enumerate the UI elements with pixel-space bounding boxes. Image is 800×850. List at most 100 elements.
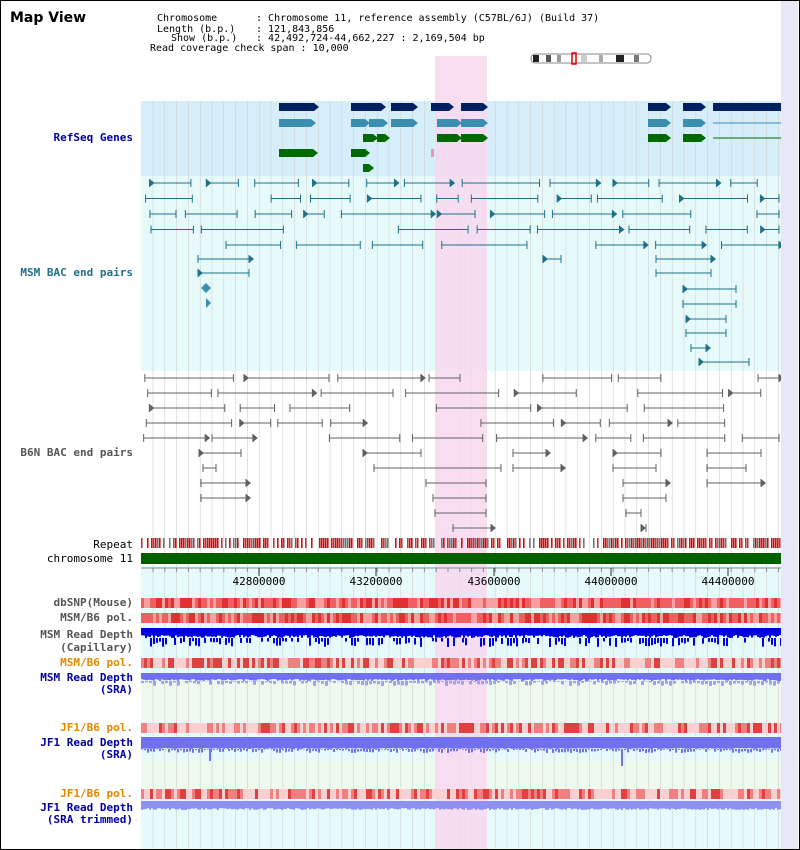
heat-cell <box>768 598 771 608</box>
track-label-jf1-b6-pol[interactable]: JF1/B6 pol. <box>60 721 133 734</box>
heat-cell <box>243 789 246 799</box>
heat-cell <box>417 789 420 799</box>
heat-cell <box>720 598 723 608</box>
depth-bar <box>763 801 765 809</box>
depth-bar <box>395 801 397 810</box>
gene-block[interactable] <box>351 103 381 111</box>
depth-bar <box>395 628 397 637</box>
heat-cell <box>660 658 663 668</box>
heat-cell <box>180 789 183 799</box>
depth-bar <box>615 673 617 681</box>
track-label-jf1-depth-sra[interactable]: JF1 Read Depth <box>40 736 133 749</box>
gene-block[interactable] <box>369 119 383 127</box>
gene-block[interactable] <box>648 119 666 127</box>
gene-block[interactable] <box>648 103 666 111</box>
track-label-msm-bac[interactable]: MSM BAC end pairs <box>20 266 133 279</box>
gene-block[interactable] <box>437 134 457 142</box>
gene-block[interactable] <box>713 103 781 111</box>
heat-cell <box>417 598 420 608</box>
gene-block[interactable] <box>391 119 413 127</box>
gene-block[interactable] <box>461 103 483 111</box>
gene-block[interactable] <box>279 119 311 127</box>
repeat-mark <box>251 538 253 548</box>
heat-cell <box>735 789 738 799</box>
depth-bar <box>681 801 683 809</box>
gene-block[interactable] <box>351 119 365 127</box>
heat-cell <box>675 789 678 799</box>
heat-cell <box>447 658 450 668</box>
heat-cell <box>162 613 165 623</box>
gene-block[interactable] <box>683 119 701 127</box>
depth-bar <box>321 801 323 810</box>
gene-block[interactable] <box>683 103 701 111</box>
scrollbar[interactable] <box>781 1 798 849</box>
depth-bar <box>515 801 517 810</box>
depth-bar <box>263 737 265 749</box>
heat-cell <box>624 613 627 623</box>
track-label-msm-depth-sra[interactable]: MSM Read Depth <box>40 671 133 684</box>
repeat-mark <box>753 538 755 548</box>
heat-cell <box>192 789 195 799</box>
heat-cell <box>201 789 204 799</box>
track-label-refseq[interactable]: RefSeq Genes <box>53 131 133 144</box>
heat-cell <box>633 613 636 623</box>
gene-block[interactable] <box>431 103 449 111</box>
track-label-jf1-b6-pol-trim[interactable]: JF1/B6 pol. <box>60 787 133 800</box>
heat-cell <box>552 598 555 608</box>
depth-bar <box>313 801 315 810</box>
heat-cell <box>171 658 174 668</box>
depth-bar <box>695 801 697 810</box>
depth-bar <box>201 749 203 753</box>
track-label-dbsnp[interactable]: dbSNP(Mouse) <box>53 596 133 609</box>
depth-bar <box>681 737 683 749</box>
depth-bar <box>175 801 177 810</box>
track-label-chromosome[interactable]: chromosome 11 <box>46 552 133 565</box>
track-label-msm-b6-pol-sra[interactable]: MSM/B6 pol. <box>60 656 133 669</box>
heat-cell <box>570 789 573 799</box>
heat-cell <box>435 613 438 623</box>
heat-cell <box>477 613 480 623</box>
heat-cell <box>171 789 174 799</box>
gene-block[interactable] <box>461 119 483 127</box>
gene-block[interactable] <box>363 134 373 142</box>
heat-cell <box>372 723 375 733</box>
depth-bar <box>245 737 247 749</box>
repeat-mark <box>401 538 403 548</box>
gene-block[interactable] <box>391 103 413 111</box>
repeat-mark <box>305 538 307 548</box>
depth-bar <box>369 638 371 645</box>
track-label-msm-depth-capillary[interactable]: MSM Read Depth <box>40 628 133 641</box>
gene-block[interactable] <box>377 134 385 142</box>
selection-highlight[interactable] <box>435 56 487 849</box>
heat-cell <box>420 598 423 608</box>
track-label-repeat[interactable]: Repeat <box>93 538 133 551</box>
depth-bar <box>703 737 705 749</box>
gene-block[interactable] <box>683 134 701 142</box>
repeat-mark <box>433 538 435 548</box>
track-label-b6n-bac[interactable]: B6N BAC end pairs <box>20 446 133 459</box>
repeat-mark <box>407 538 409 548</box>
heat-cell <box>708 723 711 733</box>
gene-arrow <box>449 103 454 111</box>
gene-block[interactable] <box>351 149 365 157</box>
depth-bar <box>587 673 589 681</box>
heat-cell <box>243 613 246 623</box>
ideogram-position-marker[interactable] <box>571 52 577 65</box>
depth-bar <box>473 628 475 638</box>
gene-block[interactable] <box>437 119 457 127</box>
bac-arrow <box>303 210 309 218</box>
gene-block[interactable] <box>461 134 483 142</box>
gene-block[interactable] <box>648 134 666 142</box>
depth-bar <box>537 737 539 749</box>
track-label-msm-b6-pol[interactable]: MSM/B6 pol. <box>60 611 133 624</box>
gene-block[interactable] <box>279 103 314 111</box>
gene-block[interactable] <box>363 164 369 172</box>
gene-block[interactable] <box>279 149 313 157</box>
chromosome-bar[interactable] <box>141 553 781 564</box>
depth-bar <box>411 737 413 749</box>
depth-bar <box>351 638 353 646</box>
track-label-jf1-depth-trimmed[interactable]: JF1 Read Depth <box>40 801 133 814</box>
depth-bar <box>251 628 253 636</box>
depth-bar <box>195 673 197 681</box>
